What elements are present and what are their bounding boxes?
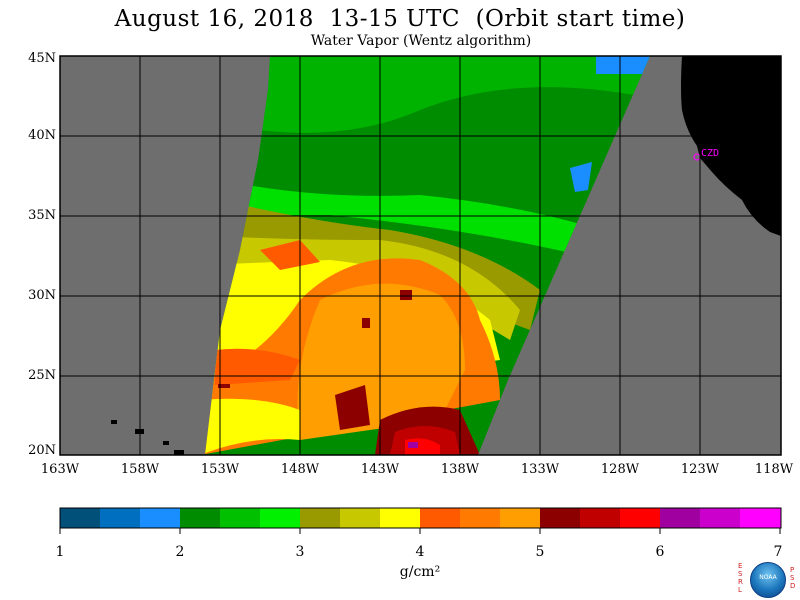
lon-label-163w: 163W: [40, 462, 80, 477]
lat-label-20n: 20N: [28, 443, 56, 458]
colorbar-swatch: [660, 508, 701, 528]
map-subtitle: Water Vapor (Wentz algorithm): [310, 33, 532, 49]
colorbar-swatch: [220, 508, 261, 528]
lat-label-40n: 40N: [28, 128, 56, 143]
lon-label-148w: 148W: [280, 462, 320, 477]
colorbar-tick-5: 5: [535, 544, 545, 560]
patch-yellow-south: [205, 398, 300, 455]
lon-label-153w: 153W: [200, 462, 240, 477]
colorbar-ticks: [59, 528, 781, 534]
colorbar-swatch: [420, 508, 461, 528]
colorbar-swatch: [620, 508, 661, 528]
lon-label-143w: 143W: [360, 462, 400, 477]
colorbar-tick-1: 1: [55, 544, 65, 560]
colorbar-swatch: [700, 508, 741, 528]
patch-blue-north: [596, 56, 650, 74]
lon-label-138w: 138W: [440, 462, 480, 477]
colorbar-tick-7: 7: [773, 544, 783, 560]
colorbar-unit: g/cm²: [399, 564, 441, 580]
colorbar-swatch: [540, 508, 581, 528]
patch-blue-east: [570, 162, 592, 192]
patch-dark-red-small-2: [362, 318, 370, 328]
colorbar-swatch: [460, 508, 501, 528]
lat-label-45n: 45N: [28, 51, 56, 66]
colorbar-swatch: [580, 508, 621, 528]
colorbar-swatch: [300, 508, 341, 528]
station-label: CZD: [701, 148, 719, 159]
map-grid: [60, 56, 781, 455]
map-title: August 16, 2018 13-15 UTC (Orbit start t…: [114, 6, 686, 32]
colorbar: [60, 508, 781, 528]
map-frame: [59, 55, 782, 456]
band-light-green-north: [205, 56, 650, 133]
colorbar-tick-2: 2: [175, 544, 185, 560]
lon-label-128w: 128W: [600, 462, 640, 477]
logo-disc-text: NOAA: [759, 574, 777, 581]
patch-dark-red-1: [335, 385, 370, 430]
colorbar-swatch: [180, 508, 221, 528]
colorbar-swatch: [100, 508, 141, 528]
lat-label-35n: 35N: [28, 208, 56, 223]
patch-orange-north: [260, 240, 320, 270]
patch-dark-red-small-3: [218, 384, 230, 388]
lon-label-123w: 123W: [680, 462, 720, 477]
colorbar-swatch: [380, 508, 421, 528]
noaa-logo-icon: NOAA: [750, 562, 786, 598]
lon-label-158w: 158W: [120, 462, 160, 477]
lon-label-118w: 118W: [754, 462, 794, 477]
colorbar-tick-6: 6: [655, 544, 665, 560]
colorbar-swatch: [500, 508, 541, 528]
lon-label-133w: 133W: [520, 462, 560, 477]
colorbar-tick-3: 3: [295, 544, 305, 560]
colorbar-swatch: [260, 508, 301, 528]
colorbar-swatch: [140, 508, 181, 528]
colorbar-swatch: [340, 508, 381, 528]
lat-label-25n: 25N: [28, 368, 56, 383]
patch-purple: [408, 442, 418, 448]
colorbar-swatch: [60, 508, 101, 528]
colorbar-swatch: [740, 508, 781, 528]
patch-dark-red-small-1: [400, 290, 412, 300]
lat-label-30n: 30N: [28, 288, 56, 303]
colorbar-tick-4: 4: [415, 544, 425, 560]
land-california: [681, 56, 781, 236]
